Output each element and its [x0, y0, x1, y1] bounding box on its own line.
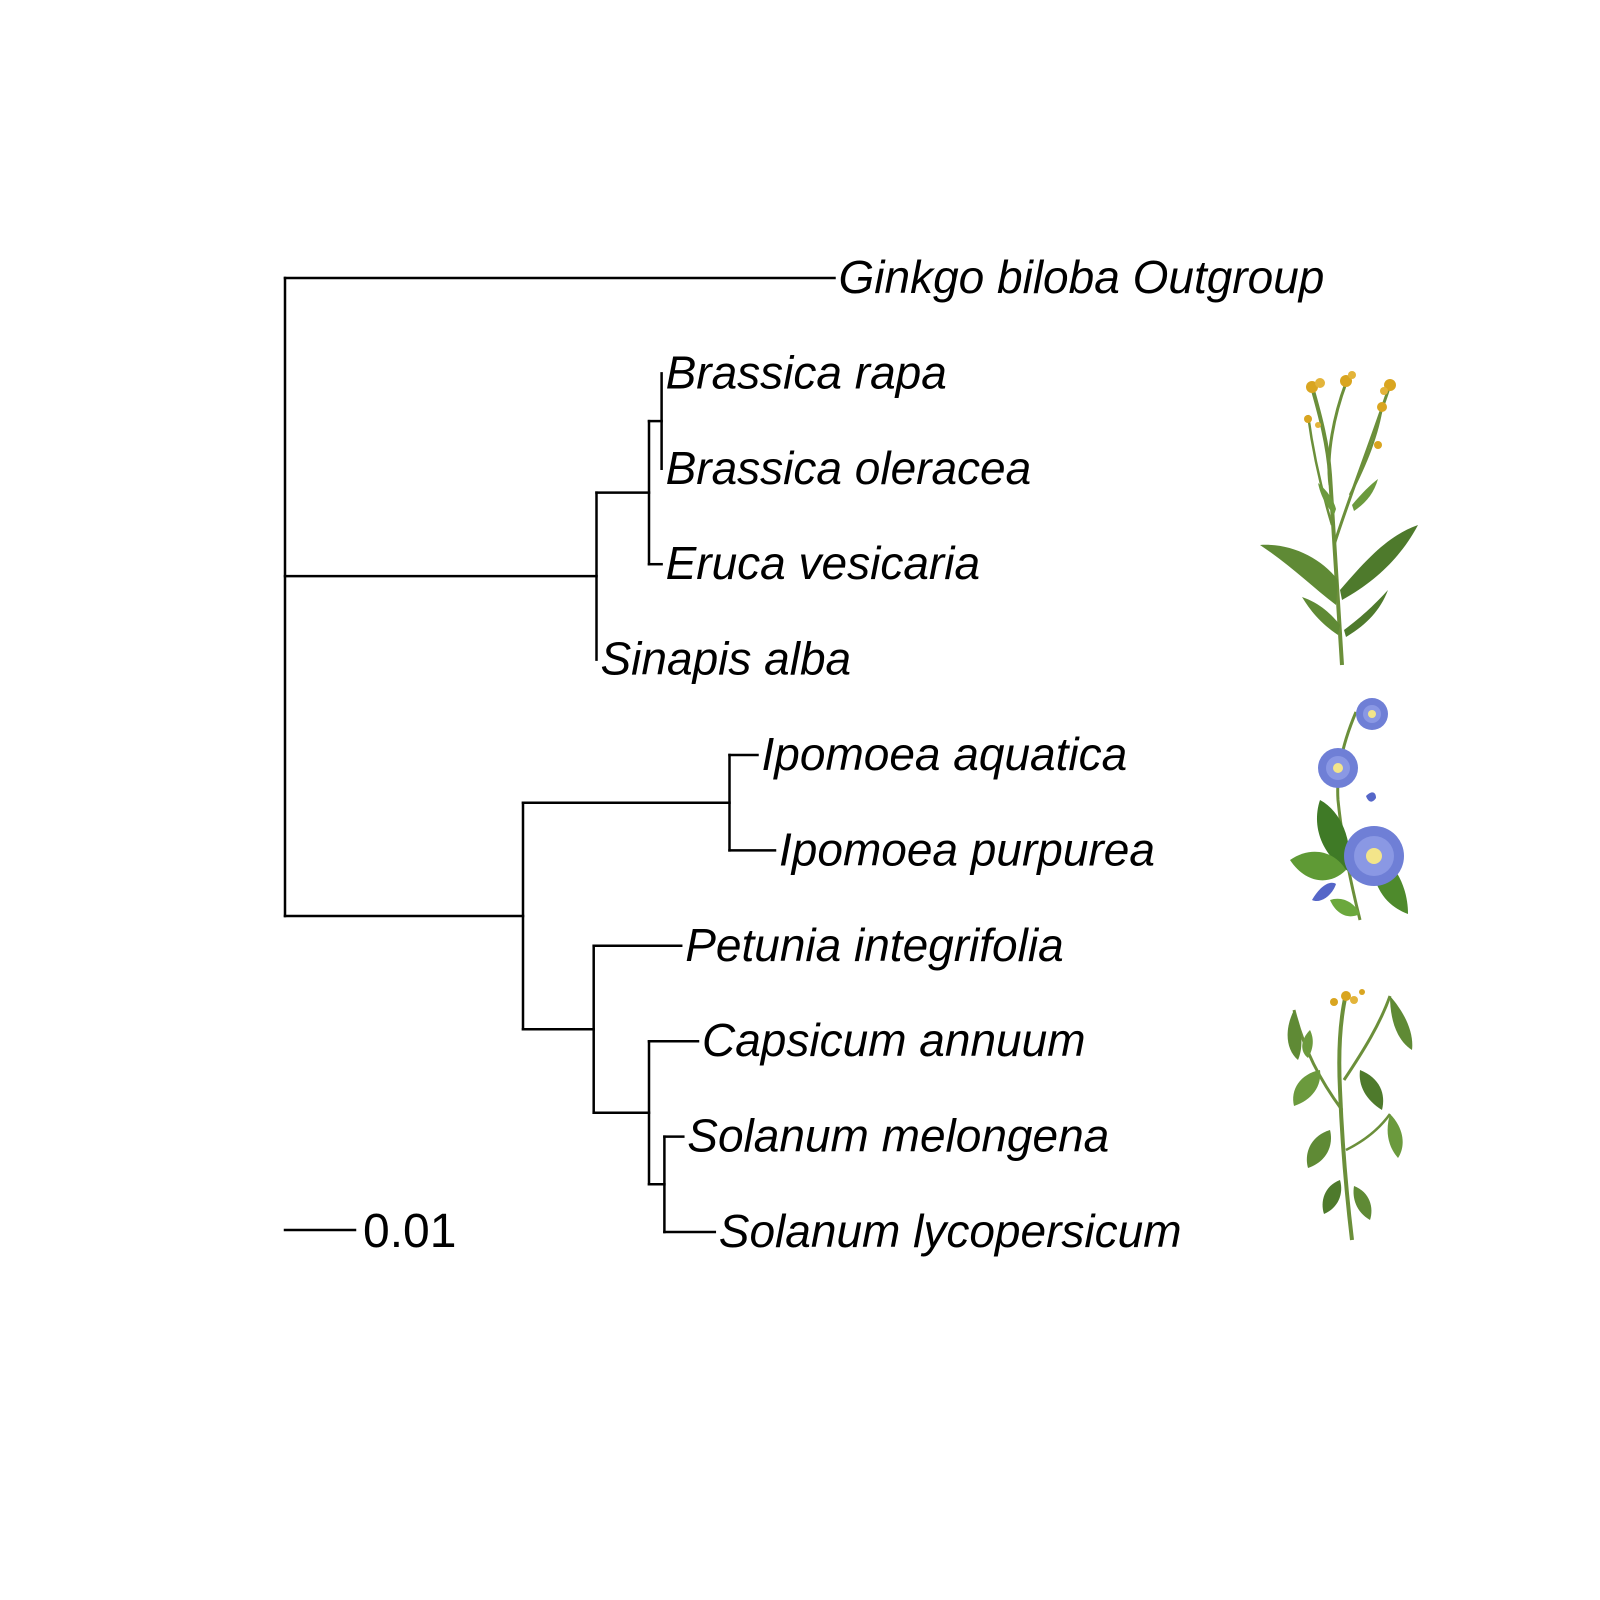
- tip-label-brassica-oleracea: Brassica oleracea: [666, 442, 1032, 494]
- tip-label-petunia-integrifolia: Petunia integrifolia: [685, 919, 1063, 971]
- tip-label-ipomoea-purpurea: Ipomoea purpurea: [779, 823, 1155, 875]
- scale-bar-label: 0.01: [363, 1205, 456, 1258]
- tip-labels: Ginkgo biloba Outgroup Brassica rapa Brass…: [601, 251, 1325, 1257]
- scale-bar: 0.01: [283, 1205, 456, 1258]
- tip-label-solanum-lycopersicum: Solanum lycopersicum: [719, 1205, 1182, 1257]
- tip-label-capsicum-annuum: Capsicum annuum: [702, 1014, 1086, 1066]
- tip-label-sinapis-alba: Sinapis alba: [601, 633, 852, 685]
- tip-label-solanum-melongena: Solanum melongena: [687, 1110, 1109, 1162]
- tip-label-eruca-vesicaria: Eruca vesicaria: [666, 537, 980, 589]
- brassica-plant-icon: [1260, 371, 1418, 666]
- tree-branches: [283, 276, 836, 1234]
- tip-label-ginkgo-biloba-outgroup: Ginkgo biloba Outgroup: [839, 251, 1325, 303]
- morning-glory-flower-icon: [1290, 698, 1408, 921]
- tip-label-brassica-rapa: Brassica rapa: [666, 346, 947, 398]
- tip-label-ipomoea-aquatica: Ipomoea aquatica: [762, 728, 1128, 780]
- tomato-plant-icon: [1287, 989, 1413, 1241]
